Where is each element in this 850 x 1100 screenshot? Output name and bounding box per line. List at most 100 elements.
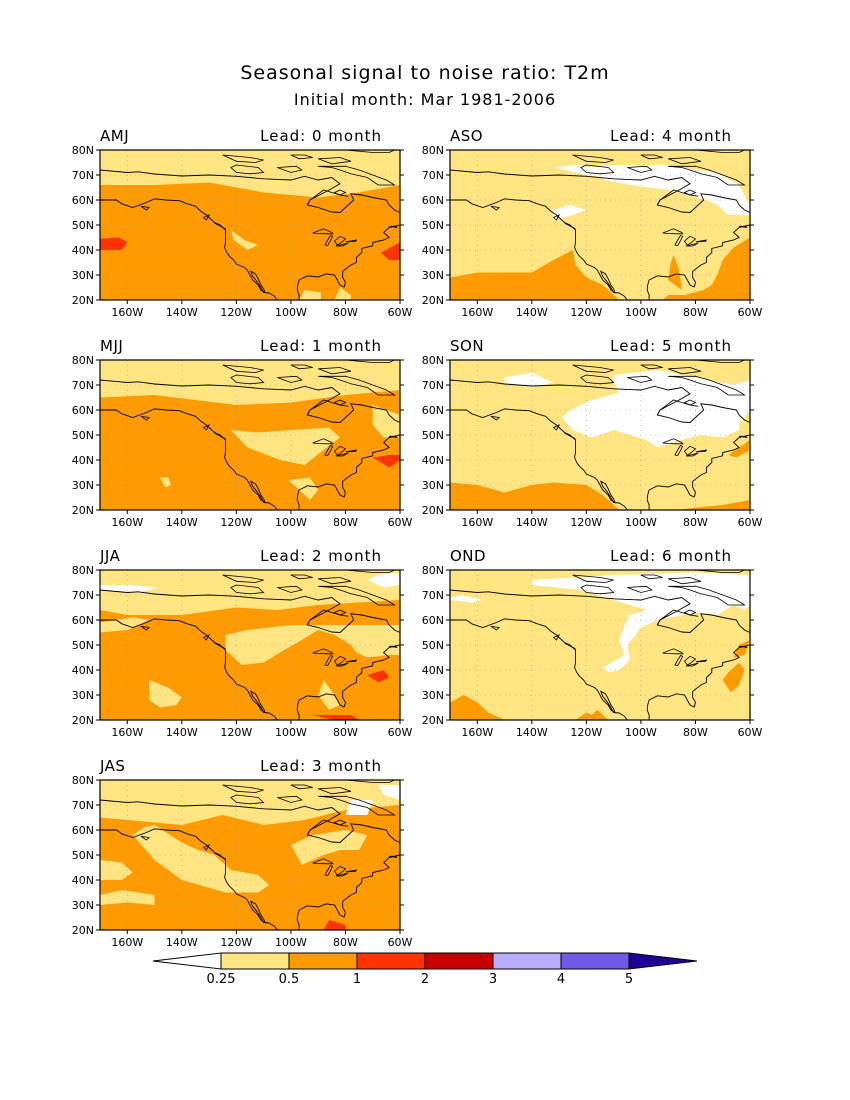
map-fields bbox=[100, 150, 400, 300]
lon-tick-label: 60W bbox=[388, 516, 413, 529]
island-outline bbox=[202, 214, 211, 221]
lat-tick-label: 60N bbox=[422, 404, 444, 417]
lat-tick-label: 70N bbox=[422, 169, 444, 182]
map-fields bbox=[450, 360, 750, 510]
lat-tick-label: 80N bbox=[72, 354, 94, 367]
coastline bbox=[450, 379, 750, 510]
panel-lead-label: Lead: 2 month bbox=[260, 547, 382, 565]
island-outline bbox=[318, 577, 352, 585]
lon-tick-label: 100W bbox=[275, 726, 307, 739]
island-outline bbox=[214, 852, 226, 860]
lat-tick-label: 60N bbox=[72, 614, 94, 627]
island-outline bbox=[668, 375, 746, 396]
field-region bbox=[662, 237, 750, 300]
lat-tick-label: 30N bbox=[72, 269, 94, 282]
lat-tick-label: 20N bbox=[72, 924, 94, 937]
panel-season-label: AMJ bbox=[100, 127, 130, 145]
lat-tick-label: 70N bbox=[72, 799, 94, 812]
lon-tick-label: 60W bbox=[738, 306, 763, 319]
panel-lead-label: Lead: 3 month bbox=[260, 757, 382, 775]
lon-tick-label: 120W bbox=[220, 936, 252, 949]
colorbar-label: 5 bbox=[625, 972, 633, 987]
field-region bbox=[733, 640, 750, 658]
island-outline bbox=[333, 609, 347, 616]
lake-outline bbox=[683, 655, 697, 666]
lat-tick-label: 50N bbox=[422, 639, 444, 652]
colorbar-label: 0.25 bbox=[207, 972, 236, 987]
island-outline bbox=[668, 157, 702, 165]
field-region bbox=[450, 250, 620, 300]
island-outline bbox=[333, 819, 347, 826]
lake-outline bbox=[324, 235, 334, 246]
coastline bbox=[656, 399, 699, 416]
island-outline bbox=[345, 150, 395, 153]
lat-tick-label: 50N bbox=[72, 639, 94, 652]
lat-tick-label: 20N bbox=[72, 504, 94, 517]
lake-outline bbox=[695, 659, 708, 663]
island-outline bbox=[318, 375, 396, 396]
lon-tick-label: 100W bbox=[625, 516, 657, 529]
lon-tick-label: 160W bbox=[111, 306, 143, 319]
lat-tick-label: 40N bbox=[72, 874, 94, 887]
lat-tick-label: 30N bbox=[422, 689, 444, 702]
lat-tick-label: 20N bbox=[72, 294, 94, 307]
field-region bbox=[288, 477, 319, 500]
coastline bbox=[100, 379, 400, 510]
island-outline bbox=[202, 634, 211, 641]
lake-outline bbox=[324, 445, 334, 456]
lat-tick-label: 70N bbox=[72, 379, 94, 392]
lon-tick-label: 140W bbox=[516, 306, 548, 319]
coastline bbox=[100, 828, 278, 930]
field-region bbox=[318, 680, 340, 710]
colorbar-label: 1 bbox=[353, 972, 361, 987]
lake-outline bbox=[312, 858, 334, 865]
lon-tick-label: 120W bbox=[220, 306, 252, 319]
lat-tick-label: 70N bbox=[72, 589, 94, 602]
island-outline bbox=[580, 584, 615, 595]
island-outline bbox=[202, 424, 211, 431]
coastline bbox=[450, 408, 628, 510]
island-outline bbox=[345, 570, 395, 573]
map-panel-aso: ASO Lead: 4 month 80N 70N 60N 50N 40N 30N 20N 1… bbox=[400, 127, 763, 327]
lon-tick-label: 160W bbox=[111, 516, 143, 529]
island-outline bbox=[564, 432, 576, 440]
lake-outline bbox=[345, 239, 358, 243]
lat-tick-label: 50N bbox=[72, 849, 94, 862]
field-region bbox=[380, 242, 400, 260]
lat-tick-label: 20N bbox=[422, 504, 444, 517]
island-outline bbox=[695, 360, 745, 363]
chart-title: Seasonal signal to noise ratio: T2m bbox=[240, 62, 610, 84]
field-region bbox=[100, 860, 133, 880]
lon-tick-label: 140W bbox=[166, 936, 198, 949]
field-region bbox=[372, 405, 400, 438]
island-outline bbox=[318, 795, 396, 816]
lon-tick-label: 120W bbox=[570, 516, 602, 529]
island-outline bbox=[572, 154, 614, 163]
island-outline bbox=[290, 364, 313, 370]
lat-tick-label: 70N bbox=[422, 589, 444, 602]
lat-tick-label: 80N bbox=[72, 144, 94, 157]
lat-tick-label: 50N bbox=[422, 429, 444, 442]
lon-tick-label: 140W bbox=[166, 306, 198, 319]
lake-outline bbox=[695, 239, 708, 243]
map-plot: 80N 70N 60N 50N 40N 30N 20N 160W 140W 120W 100W 80W… bbox=[72, 564, 413, 739]
island-outline bbox=[318, 165, 396, 186]
island-outline bbox=[564, 642, 576, 650]
map-plot: 80N 70N 60N 50N 40N 30N 20N 160W 140W 120W 100W 80W… bbox=[72, 354, 413, 529]
lake-outline bbox=[333, 865, 347, 876]
lat-tick-label: 30N bbox=[72, 479, 94, 492]
island-outline bbox=[140, 415, 150, 421]
lake-outline bbox=[674, 235, 684, 246]
island-outline bbox=[739, 645, 748, 648]
colorbar-segment bbox=[288, 952, 358, 970]
colorbar-segment bbox=[492, 952, 562, 970]
lat-tick-label: 20N bbox=[422, 714, 444, 727]
panel-lead-label: Lead: 6 month bbox=[610, 547, 732, 565]
lat-tick-label: 80N bbox=[72, 564, 94, 577]
lat-tick-label: 40N bbox=[422, 244, 444, 257]
island-outline bbox=[753, 223, 771, 233]
lake-outline bbox=[685, 242, 699, 247]
colorbar-segment bbox=[560, 952, 630, 970]
island-outline bbox=[318, 367, 352, 375]
panel-lead-label: Lead: 5 month bbox=[610, 337, 732, 355]
